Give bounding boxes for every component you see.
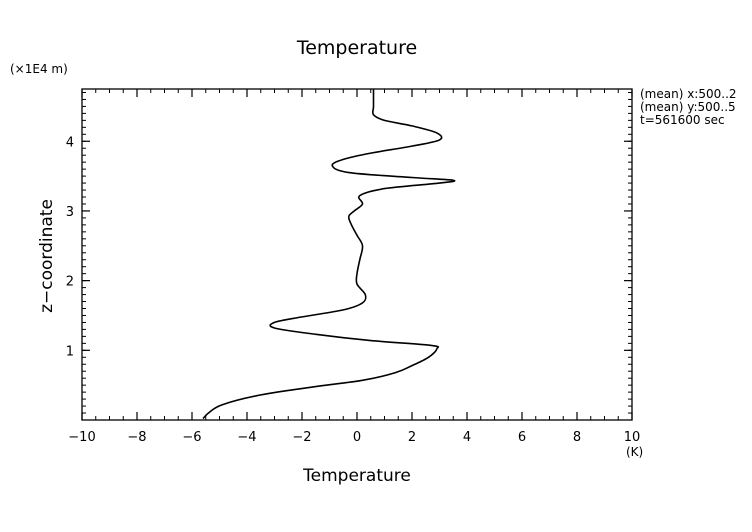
temperature-line [202, 89, 456, 420]
x-tick-label: −4 [237, 430, 256, 445]
y-tick-label: 2 [66, 275, 74, 290]
x-tick-label: −6 [182, 430, 201, 445]
x-tick-label: 8 [573, 430, 581, 445]
x-tick-label: −8 [127, 430, 146, 445]
y-tick-label: 4 [66, 135, 74, 150]
chart-title: Temperature [296, 37, 417, 59]
plot-frame [81, 88, 633, 421]
y-tick-label: 3 [66, 205, 74, 220]
x-axis-label: Temperature [302, 466, 411, 486]
annotation-mean-x: (mean) x:500..2 [640, 87, 737, 101]
annotation-time: t=561600 sec [640, 113, 725, 127]
y-unit-label: (×1E4 m) [10, 62, 68, 76]
x-tick-label: 10 [624, 430, 641, 445]
x-tick-label: −2 [292, 430, 311, 445]
annotation-mean-y: (mean) y:500..5 [640, 100, 736, 114]
x-tick-label: 6 [518, 430, 526, 445]
x-tick-label: 0 [353, 430, 361, 445]
x-unit-label: (K) [626, 445, 643, 459]
x-tick-label: −10 [68, 430, 95, 445]
y-axis-label: z−coordinate [37, 199, 57, 313]
x-tick-label: 4 [463, 430, 471, 445]
y-tick-label: 1 [66, 344, 74, 359]
x-tick-label: 2 [408, 430, 416, 445]
